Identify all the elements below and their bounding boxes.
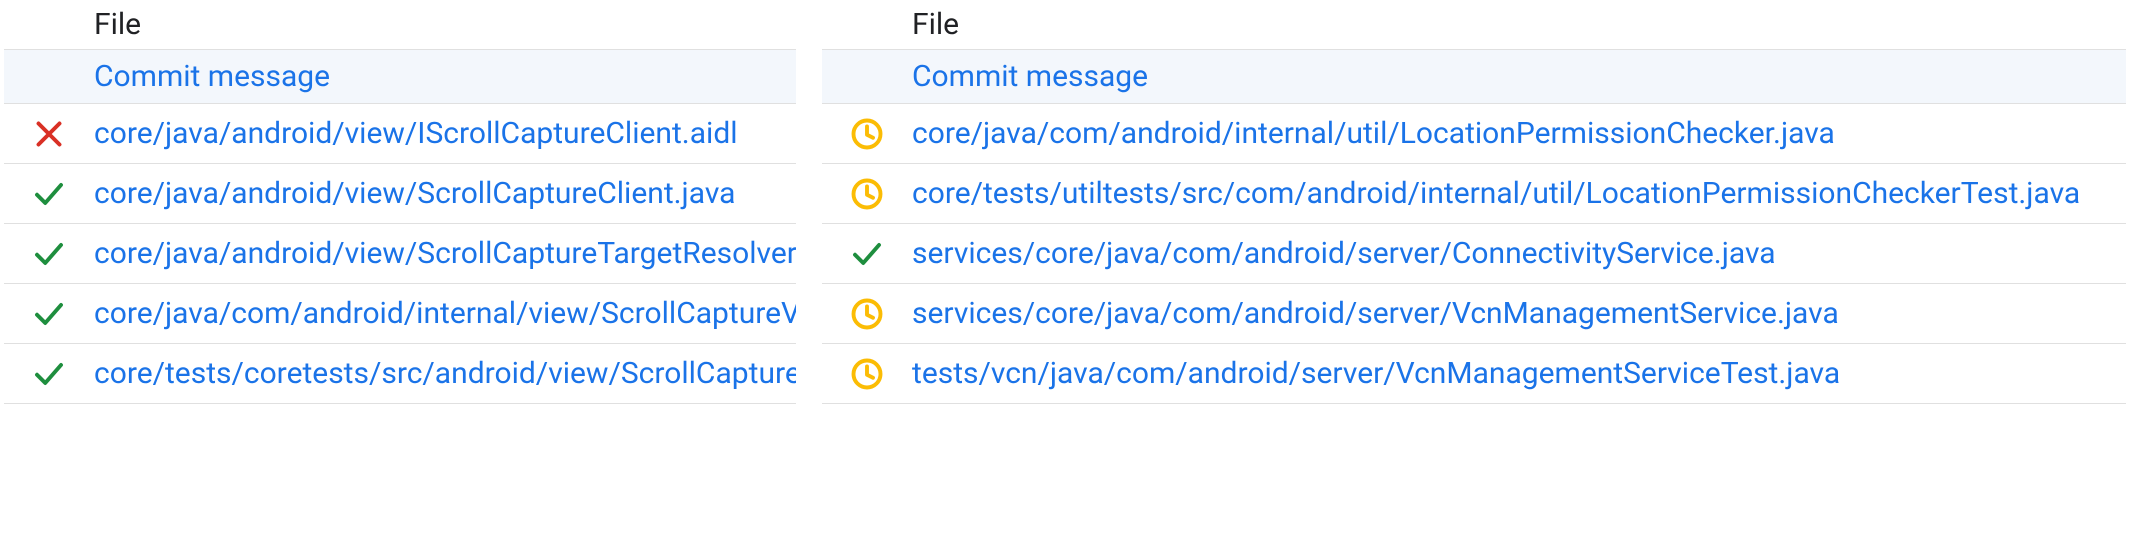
file-row[interactable]: core/tests/coretests/src/android/view/Sc… — [4, 344, 796, 404]
status-icon-cell — [822, 236, 912, 272]
file-path-link[interactable]: services/core/java/com/android/server/Co… — [912, 236, 2126, 271]
status-icon-cell — [4, 176, 94, 212]
file-row[interactable]: core/java/com/android/internal/view/Scro… — [4, 284, 796, 344]
file-list-panel-left: File Commit message core/java/android/vi… — [4, 0, 796, 552]
status-icon-cell — [4, 356, 94, 392]
file-row[interactable]: core/java/android/view/ScrollCaptureTarg… — [4, 224, 796, 284]
status-icon-cell — [822, 356, 912, 392]
file-path-link[interactable]: core/java/com/android/internal/util/Loca… — [912, 116, 2126, 151]
commit-message-link[interactable]: Commit message — [94, 59, 796, 94]
commit-row[interactable]: Commit message — [822, 50, 2126, 104]
commit-row[interactable]: Commit message — [4, 50, 796, 104]
file-row[interactable]: tests/vcn/java/com/android/server/VcnMan… — [822, 344, 2126, 404]
header-row-file: File — [4, 0, 796, 50]
file-path-link[interactable]: core/java/com/android/internal/view/Scro… — [94, 296, 796, 331]
status-icon-cell — [4, 236, 94, 272]
status-icon-cell — [822, 116, 912, 152]
file-row[interactable]: services/core/java/com/android/server/Vc… — [822, 284, 2126, 344]
file-path-link[interactable]: core/java/android/view/IScrollCaptureCli… — [94, 116, 796, 151]
file-path-link[interactable]: core/tests/utiltests/src/com/android/int… — [912, 176, 2126, 211]
status-icon-cell — [4, 296, 94, 332]
checkmark-icon — [31, 296, 67, 332]
file-row[interactable]: core/tests/utiltests/src/com/android/int… — [822, 164, 2126, 224]
checkmark-icon — [31, 176, 67, 212]
file-path-link[interactable]: core/java/android/view/ScrollCaptureTarg… — [94, 236, 796, 271]
file-row[interactable]: core/java/com/android/internal/util/Loca… — [822, 104, 2126, 164]
checkmark-icon — [849, 236, 885, 272]
file-list-panel-right: File Commit message core/java/com/androi… — [822, 0, 2126, 552]
file-row[interactable]: services/core/java/com/android/server/Co… — [822, 224, 2126, 284]
status-icon-cell — [822, 176, 912, 212]
header-label-file: File — [94, 7, 796, 42]
file-rows-left: core/java/android/view/IScrollCaptureCli… — [4, 104, 796, 404]
clock-icon — [849, 176, 885, 212]
clock-icon — [849, 356, 885, 392]
header-label-file: File — [912, 7, 2126, 42]
file-row[interactable]: core/java/android/view/IScrollCaptureCli… — [4, 104, 796, 164]
clock-icon — [849, 296, 885, 332]
file-path-link[interactable]: tests/vcn/java/com/android/server/VcnMan… — [912, 356, 2126, 391]
clock-icon — [849, 116, 885, 152]
file-path-link[interactable]: services/core/java/com/android/server/Vc… — [912, 296, 2126, 331]
file-path-link[interactable]: core/tests/coretests/src/android/view/Sc… — [94, 356, 796, 391]
checkmark-icon — [31, 236, 67, 272]
file-row[interactable]: core/java/android/view/ScrollCaptureClie… — [4, 164, 796, 224]
file-rows-right: core/java/com/android/internal/util/Loca… — [822, 104, 2126, 404]
cross-icon — [31, 116, 67, 152]
container: File Commit message core/java/android/vi… — [0, 0, 2130, 552]
commit-message-link[interactable]: Commit message — [912, 59, 2126, 94]
header-row-file: File — [822, 0, 2126, 50]
file-path-link[interactable]: core/java/android/view/ScrollCaptureClie… — [94, 176, 796, 211]
status-icon-cell — [4, 116, 94, 152]
checkmark-icon — [31, 356, 67, 392]
status-icon-cell — [822, 296, 912, 332]
